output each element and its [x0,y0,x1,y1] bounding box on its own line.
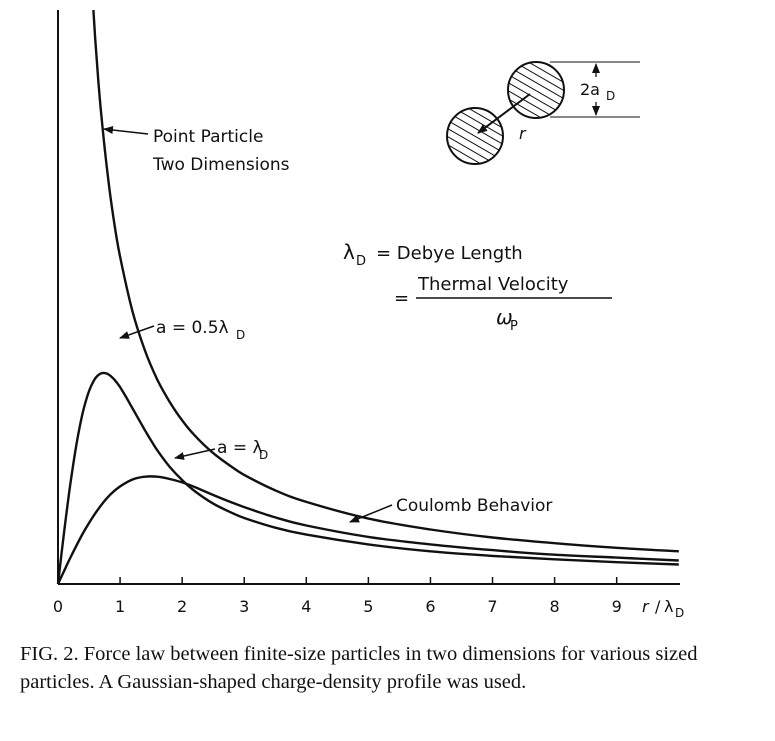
x-tick-label: 5 [363,597,373,616]
xlabel-sub: D [675,606,684,620]
x-tick-label: 6 [425,597,435,616]
a-half-arrow [119,325,155,339]
a-one-label: a = λ [217,438,263,458]
x-tick-label: 0 [53,597,63,616]
xlabel-r: r [642,597,650,616]
x-ticks: 0 1 2 3 4 5 6 7 8 9 [53,577,622,616]
x-tick-label: 3 [239,597,249,616]
debye-text: = Debye Length [376,243,523,264]
figure-caption: FIG. 2. Force law between finite-size pa… [20,643,698,693]
omega: ω [496,305,513,329]
series-line-0 [92,9,679,553]
x-tick-label: 7 [487,597,497,616]
particle-upper [507,61,565,119]
point-particle-arrow [103,126,149,135]
a-half-sub: D [236,328,245,342]
series-line-2 [56,475,679,585]
x-tick-label: 8 [550,597,560,616]
series-group [56,9,679,585]
thermal-velocity: Thermal Velocity [417,274,569,295]
xlabel-lambda: λ [664,597,673,616]
particle-lower [446,107,504,165]
x-tick-label: 9 [612,597,622,616]
a-one-sub: D [259,448,268,462]
debye-lambda: λ [343,240,355,264]
point-particle-label-1: Point Particle [153,127,263,147]
coulomb-label: Coulomb Behavior [396,496,552,516]
xlabel-slash: / [655,597,661,616]
debye-equals: = [394,288,409,309]
inset-r: r [519,124,527,143]
debye-definition: λ D = Debye Length = Thermal Velocity ω … [343,240,612,334]
x-axis-label: r / λ D [642,597,684,620]
separation-arrow [477,93,531,134]
x-tick-label: 4 [301,597,311,616]
coulomb-arrow [349,504,393,523]
point-particle-label-2: Two Dimensions [152,155,290,175]
a-one-arrow [174,448,216,460]
omega-sub: P [510,319,518,334]
inset-size: 2a [580,80,600,99]
a-half-label: a = 0.5λ [156,318,229,338]
debye-sub: D [356,254,366,269]
series-line-1 [56,371,679,585]
inset-size-sub: D [606,89,615,103]
particle-inset: r 2a D [446,61,640,165]
x-tick-label: 1 [115,597,125,616]
x-tick-label: 2 [177,597,187,616]
